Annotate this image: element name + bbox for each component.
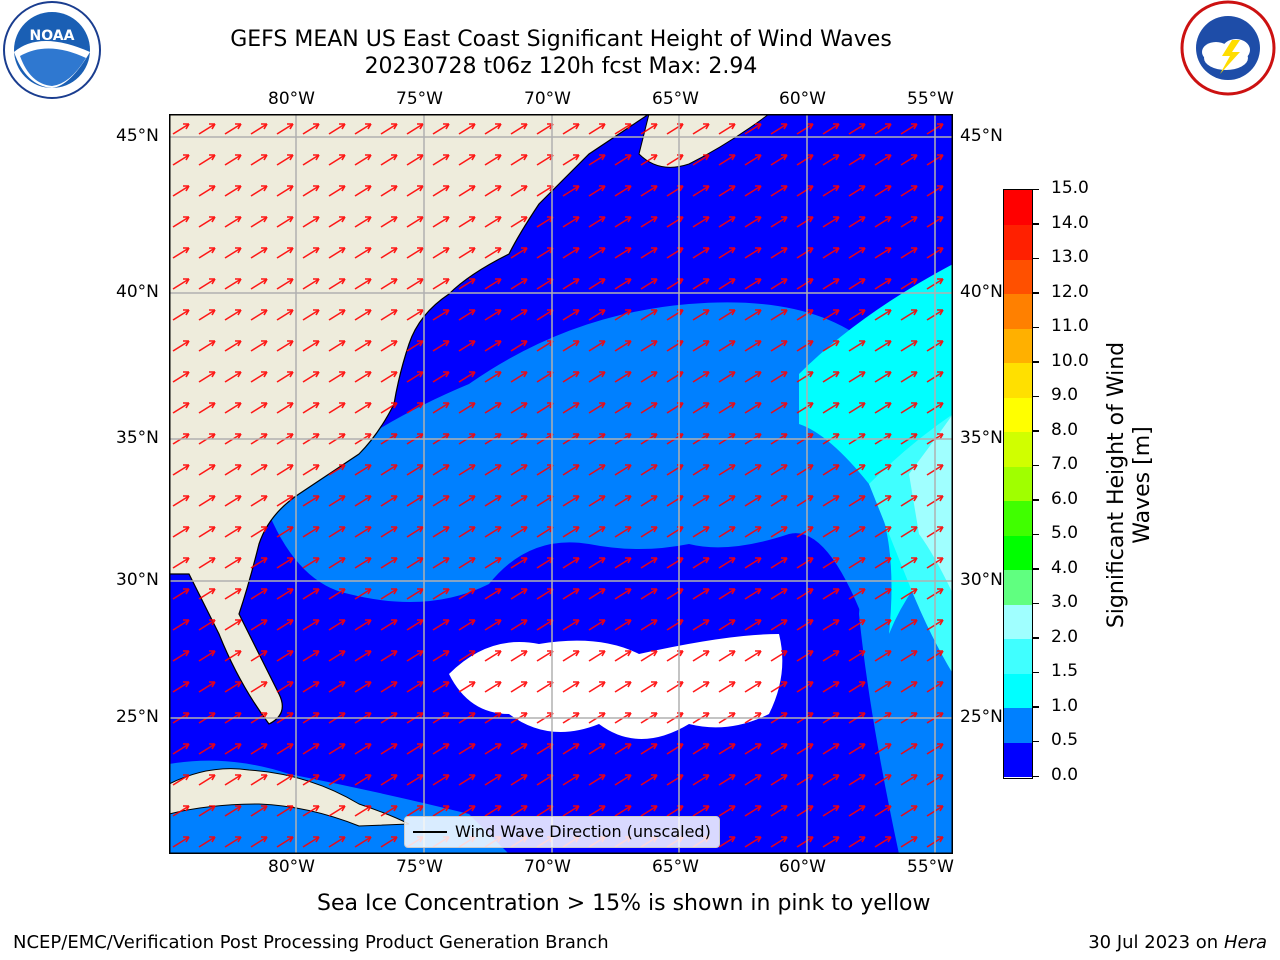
colorbar-tick-mark: [1033, 602, 1039, 605]
chart-subtitle: 20230728 t06z 120h fcst Max: 2.94: [364, 54, 758, 79]
colorbar-tick-mark: [1033, 361, 1039, 363]
lon-label-bottom-55w: 55°W: [907, 857, 954, 877]
lat-label-left-45n: 45°N: [116, 126, 159, 146]
footer-left: NCEP/EMC/Verification Post Processing Pr…: [13, 932, 609, 953]
colorbar-tick-mark: [1033, 637, 1039, 639]
colorbar-tick-mark: [1033, 775, 1039, 777]
lat-label-left-35n: 35°N: [116, 428, 159, 448]
lat-label-right-45n: 45°N: [960, 126, 1003, 146]
colorbar-band: [1004, 638, 1032, 674]
colorbar-band: [1004, 259, 1032, 295]
colorbar-tick-label: 8.0: [1051, 419, 1079, 440]
colorbar-band: [1004, 224, 1032, 260]
colorbar-tick-label: 7.0: [1051, 454, 1079, 475]
map-panel: [169, 114, 953, 854]
sea-ice-caption: Sea Ice Concentration > 15% is shown in …: [317, 891, 931, 916]
lon-label-bottom-70w: 70°W: [524, 857, 571, 877]
colorbar-tick-label: 9.0: [1051, 385, 1079, 406]
colorbar: [1003, 189, 1033, 779]
colorbar-tick-mark: [1033, 188, 1039, 190]
colorbar-tick-label: 0.0: [1051, 765, 1079, 785]
lon-label-top-70w: 70°W: [524, 89, 571, 109]
lon-label-bottom-65w: 65°W: [652, 857, 699, 877]
colorbar-tick-mark: [1033, 671, 1039, 674]
colorbar-tick-label: 14.0: [1051, 212, 1089, 233]
colorbar-label-line1: Significant Height of Wind: [1104, 341, 1129, 629]
lon-label-bottom-60w: 60°W: [779, 857, 826, 877]
colorbar-band: [1004, 673, 1032, 709]
colorbar-tick-label: 4.0: [1051, 557, 1079, 578]
colorbar-band: [1004, 466, 1032, 502]
colorbar-ticks: 0.0 0.5 1.0 1.5 2.0 3.0 4.0 5.0 6.0 7.0 8.0 9.0 10.0…: [1033, 178, 1113, 785]
lat-label-left-25n: 25°N: [116, 707, 159, 727]
colorbar-tick-label: 6.0: [1051, 488, 1079, 509]
colorbar-tick-label: 15.0: [1051, 178, 1089, 198]
colorbar-tick-mark: [1033, 706, 1039, 708]
lat-label-right-25n: 25°N: [960, 707, 1003, 727]
colorbar-tick-mark: [1033, 292, 1039, 294]
lat-label-right-40n: 40°N: [960, 282, 1003, 302]
colorbar-tick-label: 5.0: [1051, 523, 1079, 544]
colorbar-tick-label: 2.0: [1051, 626, 1079, 647]
lat-label-right-30n: 30°N: [960, 570, 1003, 590]
lat-label-left-40n: 40°N: [116, 282, 159, 302]
colorbar-band: [1004, 293, 1032, 329]
footer-date: 30 Jul 2023 on: [1088, 932, 1224, 953]
nws-logo: [1180, 0, 1276, 96]
noaa-logo: NOAA: [3, 1, 101, 99]
colorbar-tick-label: 10.0: [1051, 350, 1089, 371]
footer-right: 30 Jul 2023 on Hera: [1088, 932, 1267, 953]
legend-label: Wind Wave Direction (unscaled): [455, 822, 711, 841]
colorbar-band: [1004, 742, 1032, 778]
colorbar-tick-label: 1.0: [1051, 695, 1079, 716]
colorbar-tick-label: 3.0: [1051, 592, 1079, 613]
colorbar-label-line2: Waves [m]: [1130, 426, 1155, 544]
colorbar-tick-mark: [1033, 326, 1039, 329]
colorbar-band: [1004, 362, 1032, 398]
colorbar-tick-label: 12.0: [1051, 281, 1089, 302]
colorbar-tick-mark: [1033, 395, 1039, 398]
lat-label-right-35n: 35°N: [960, 428, 1003, 448]
colorbar-label: Significant Height of Wind Waves [m]: [1104, 342, 1156, 628]
colorbar-tick-label: 13.0: [1051, 247, 1089, 268]
colorbar-tick-mark: [1033, 533, 1039, 536]
colorbar-band: [1004, 569, 1032, 605]
colorbar-tick-label: 11.0: [1051, 316, 1089, 337]
colorbar-tick-label: 1.5: [1051, 661, 1079, 682]
colorbar-tick-mark: [1033, 430, 1039, 432]
colorbar-tick-mark: [1033, 223, 1039, 225]
footer-host: Hera: [1223, 932, 1267, 953]
colorbar-tick-mark: [1033, 740, 1039, 743]
map-frame: [169, 114, 953, 854]
colorbar-tick-mark: [1033, 257, 1039, 260]
colorbar-band: [1004, 500, 1032, 536]
colorbar-tick-mark: [1033, 499, 1039, 501]
colorbar-tick-label: 0.5: [1051, 730, 1079, 751]
lon-label-top-65w: 65°W: [652, 89, 699, 109]
colorbar-tick-mark: [1033, 464, 1039, 467]
lon-label-top-55w: 55°W: [907, 89, 954, 109]
gridlines: [169, 114, 953, 854]
colorbar-tick-mark: [1033, 568, 1039, 570]
colorbar-band: [1004, 535, 1032, 571]
lon-label-top-60w: 60°W: [779, 89, 826, 109]
chart-title: GEFS MEAN US East Coast Significant Heig…: [230, 27, 892, 52]
legend-line-swatch: [413, 831, 447, 833]
noaa-logo-text: NOAA: [30, 28, 75, 44]
wave-direction-arrows: [169, 114, 953, 854]
colorbar-band: [1004, 190, 1032, 226]
colorbar-band: [1004, 397, 1032, 433]
colorbar-band: [1004, 431, 1032, 467]
lat-label-left-30n: 30°N: [116, 570, 159, 590]
lon-label-bottom-75w: 75°W: [396, 857, 443, 877]
colorbar-band: [1004, 707, 1032, 743]
colorbar-band: [1004, 328, 1032, 364]
colorbar-band: [1004, 604, 1032, 640]
lon-label-top-80w: 80°W: [268, 89, 315, 109]
lon-label-top-75w: 75°W: [396, 89, 443, 109]
legend-box: Wind Wave Direction (unscaled): [404, 816, 720, 848]
lon-label-bottom-80w: 80°W: [268, 857, 315, 877]
